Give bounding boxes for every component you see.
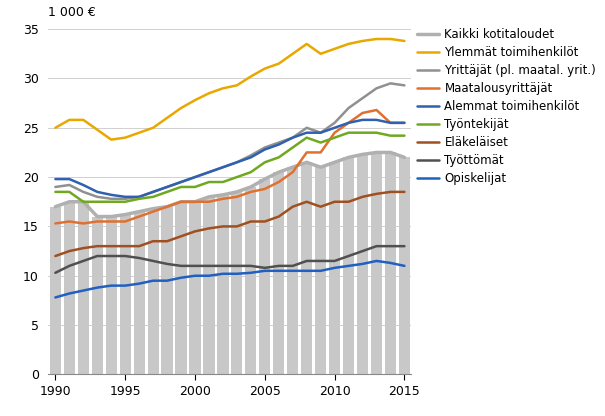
Bar	[231, 192, 243, 374]
Bar	[92, 217, 103, 374]
Bar	[162, 207, 172, 374]
Bar	[120, 215, 131, 374]
Bar	[77, 202, 89, 374]
Bar	[399, 157, 410, 374]
Bar	[259, 179, 270, 374]
Bar	[203, 197, 215, 374]
Bar	[273, 172, 284, 374]
Bar	[175, 202, 186, 374]
Bar	[357, 154, 368, 374]
Bar	[189, 202, 201, 374]
Bar	[371, 152, 382, 374]
Bar	[64, 202, 75, 374]
Bar	[134, 212, 145, 374]
Bar	[217, 195, 229, 374]
Text: 1 000 €: 1 000 €	[48, 6, 96, 19]
Bar	[106, 217, 117, 374]
Bar	[245, 187, 257, 374]
Bar	[50, 207, 61, 374]
Bar	[315, 167, 326, 374]
Legend: Kaikki kotitaloudet, Ylemmät toimihenkilöt, Yrittäjät (pl. maatal. yrit.), Maata: Kaikki kotitaloudet, Ylemmät toimihenkil…	[417, 28, 596, 185]
Bar	[301, 162, 312, 374]
Bar	[343, 157, 354, 374]
Bar	[385, 152, 396, 374]
Bar	[287, 167, 298, 374]
Bar	[329, 162, 340, 374]
Bar	[148, 209, 159, 374]
